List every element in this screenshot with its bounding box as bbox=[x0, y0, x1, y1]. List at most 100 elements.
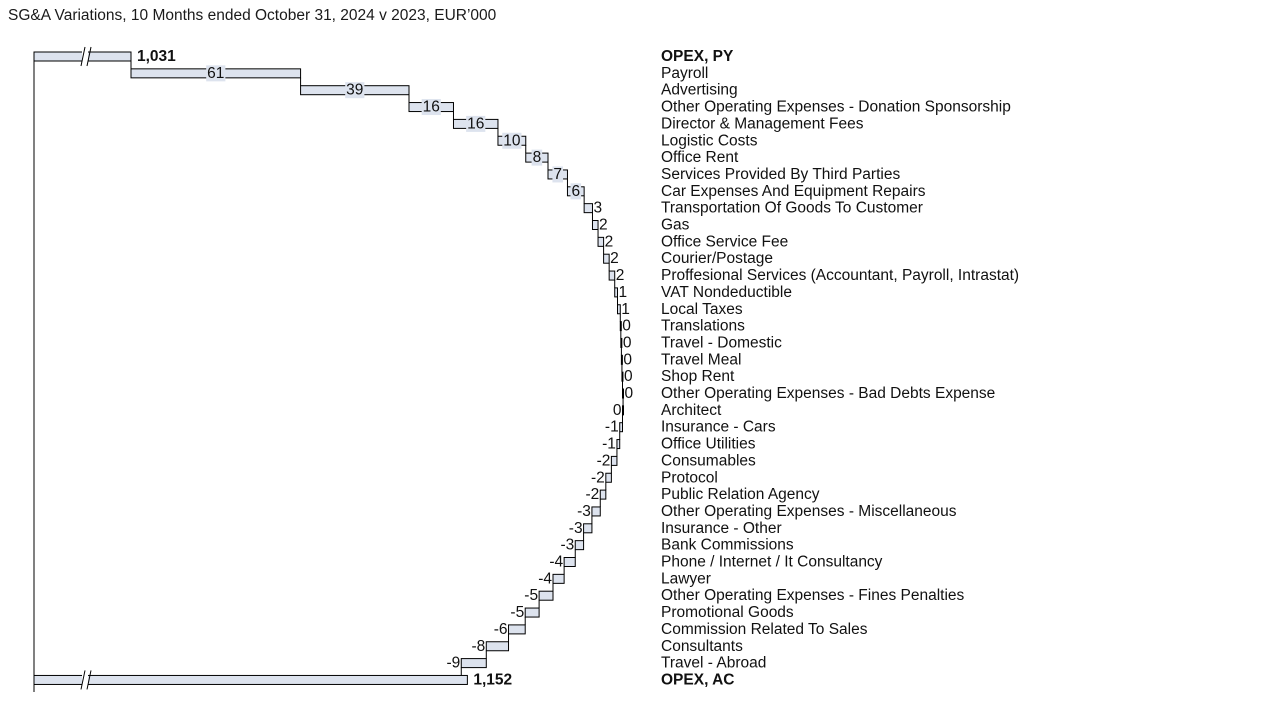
delta-bar bbox=[608, 270, 616, 281]
delta-value-label: 0 bbox=[622, 318, 631, 335]
delta-value-label: 2 bbox=[610, 250, 619, 267]
category-label: Public Relation Agency bbox=[661, 486, 820, 503]
delta-value-label: -4 bbox=[538, 570, 552, 587]
category-label: Other Operating Expenses - Fines Penalti… bbox=[661, 587, 965, 604]
delta-value-label: 2 bbox=[616, 267, 625, 284]
delta-value-label: 1 bbox=[621, 301, 630, 318]
delta-bar bbox=[583, 523, 593, 534]
category-label: Phone / Internet / It Consultancy bbox=[661, 554, 883, 571]
delta-value-label: -3 bbox=[560, 537, 574, 554]
end-total-bar bbox=[33, 674, 468, 685]
delta-bar bbox=[485, 641, 510, 652]
category-label: Consumables bbox=[661, 452, 756, 469]
delta-bar bbox=[591, 506, 601, 517]
delta-value-label: 3 bbox=[593, 200, 602, 217]
delta-value-label: 0 bbox=[623, 334, 632, 351]
delta-value-label: 0 bbox=[613, 402, 622, 419]
category-label: Services Provided By Third Parties bbox=[661, 166, 900, 183]
delta-value-label: -1 bbox=[605, 419, 619, 436]
delta-bar bbox=[622, 405, 625, 416]
category-label: Other Operating Expenses - Bad Debts Exp… bbox=[661, 385, 995, 402]
delta-value-label: 2 bbox=[599, 217, 608, 234]
delta-value-label: -8 bbox=[471, 638, 485, 655]
value-label-bg bbox=[570, 183, 582, 200]
delta-value-label: -3 bbox=[569, 520, 583, 537]
category-label: Insurance - Other bbox=[661, 520, 782, 537]
delta-bar bbox=[508, 624, 526, 635]
delta-value-label: -2 bbox=[591, 469, 605, 486]
category-label: Car Expenses And Equipment Repairs bbox=[661, 183, 926, 200]
category-label: Other Operating Expenses - Miscellaneous bbox=[661, 503, 957, 520]
start-total-break-mark-2 bbox=[86, 46, 92, 67]
delta-bar bbox=[614, 287, 618, 298]
value-label-bg bbox=[466, 115, 486, 132]
end-total-label: OPEX, AC bbox=[661, 671, 735, 688]
category-label: Advertising bbox=[661, 82, 738, 99]
end-total-break-gap bbox=[82, 671, 88, 689]
delta-bar bbox=[597, 236, 605, 247]
delta-bar bbox=[616, 439, 621, 450]
delta-value-label: 39 bbox=[346, 82, 363, 99]
start-total-break-gap bbox=[82, 48, 88, 65]
delta-bar bbox=[621, 371, 624, 382]
category-label: Lawyer bbox=[661, 570, 711, 587]
delta-bar bbox=[552, 573, 565, 584]
delta-value-label: 8 bbox=[533, 149, 542, 166]
delta-value-label: -2 bbox=[585, 486, 599, 503]
value-label-bg bbox=[206, 65, 226, 82]
category-label: Consultants bbox=[661, 638, 743, 655]
delta-value-label: 10 bbox=[503, 132, 521, 149]
category-label: Shop Rent bbox=[661, 368, 735, 385]
delta-value-label: -5 bbox=[510, 604, 524, 621]
category-label: Director & Management Fees bbox=[661, 115, 864, 132]
category-label: Payroll bbox=[661, 65, 708, 82]
category-label: Proffesional Services (Accountant, Payro… bbox=[661, 267, 1019, 284]
end-total-break-mark-1 bbox=[80, 670, 86, 690]
delta-value-label: 0 bbox=[623, 351, 632, 368]
category-label: Insurance - Cars bbox=[661, 419, 776, 436]
delta-bar bbox=[620, 354, 623, 365]
start-total-label: OPEX, PY bbox=[661, 48, 734, 65]
delta-value-label: 2 bbox=[605, 233, 614, 250]
category-label: VAT Nondeductible bbox=[661, 284, 792, 301]
category-label: Office Rent bbox=[661, 149, 739, 166]
delta-bar bbox=[617, 304, 621, 315]
delta-value-label: 16 bbox=[467, 115, 484, 132]
category-label: Architect bbox=[661, 402, 722, 419]
delta-value-label: -1 bbox=[602, 436, 616, 453]
delta-value-label: -4 bbox=[549, 554, 563, 571]
delta-bar bbox=[619, 422, 624, 433]
delta-bar bbox=[524, 607, 540, 618]
delta-value-label: 0 bbox=[625, 385, 634, 402]
start-total-value-label: 1,031 bbox=[137, 48, 176, 65]
delta-value-label: 61 bbox=[207, 65, 224, 82]
delta-value-label: 0 bbox=[624, 368, 633, 385]
value-label-bg bbox=[421, 99, 441, 116]
delta-bar bbox=[563, 557, 576, 567]
delta-value-label: -3 bbox=[577, 503, 591, 520]
category-label: Courier/Postage bbox=[661, 250, 773, 267]
category-label: Logistic Costs bbox=[661, 132, 758, 149]
end-total-value-label: 1,152 bbox=[473, 671, 512, 688]
category-label: Travel - Domestic bbox=[661, 334, 782, 351]
delta-bar bbox=[610, 455, 618, 466]
category-label: Translations bbox=[661, 318, 745, 335]
category-label: Office Service Fee bbox=[661, 233, 788, 250]
value-label-bg bbox=[552, 166, 564, 183]
delta-value-label: -6 bbox=[494, 621, 508, 638]
end-total-break-mark-2 bbox=[86, 670, 92, 690]
delta-bar bbox=[538, 590, 554, 601]
delta-value-label: -9 bbox=[446, 655, 460, 672]
category-label: Gas bbox=[661, 217, 690, 234]
delta-bar bbox=[619, 321, 622, 332]
start-total-break-mark-1 bbox=[80, 46, 86, 67]
delta-value-label: -2 bbox=[597, 452, 611, 469]
delta-bar bbox=[574, 540, 585, 551]
delta-bar bbox=[460, 658, 487, 669]
delta-bar bbox=[622, 388, 625, 399]
delta-value-label: -5 bbox=[524, 587, 538, 604]
category-label: Other Operating Expenses - Donation Spon… bbox=[661, 99, 1011, 116]
delta-bar bbox=[591, 220, 599, 230]
category-label: Promotional Goods bbox=[661, 604, 794, 621]
